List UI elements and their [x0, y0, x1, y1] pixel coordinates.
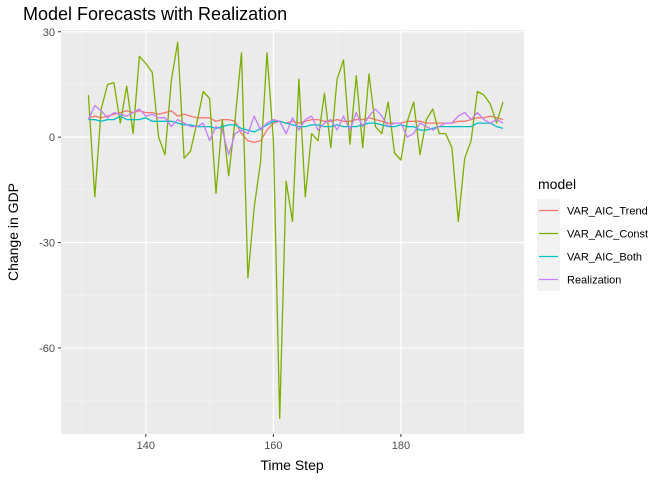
y-axis-title: Change in GDP [5, 183, 21, 281]
y-tick-label: -60 [39, 343, 55, 355]
legend-title: model [538, 176, 576, 192]
legend: VAR_AIC_Trend VAR_AIC_Const VAR_AIC_Both Re… [537, 199, 648, 291]
legend-label-var-aic-both: VAR_AIC_Both [567, 252, 642, 264]
legend-label-var-aic-trend: VAR_AIC_Trend [567, 206, 648, 218]
series-line-var-aic-both [88, 115, 504, 133]
chart-title: Model Forecasts with Realization [23, 4, 287, 24]
x-tick-label: 160 [264, 440, 282, 452]
legend-label-realization: Realization [567, 275, 621, 287]
series-line-var-aic-trend [88, 110, 504, 144]
y-tick-label: 30 [43, 27, 55, 39]
y-tick-label: -30 [39, 238, 55, 250]
x-tick-label: 140 [137, 440, 155, 452]
series-lines [87, 41, 504, 419]
series-line-var-aic-const [87, 41, 504, 419]
x-axis-title: Time Step [260, 457, 323, 473]
y-tick-label: 0 [49, 132, 55, 144]
axis-ticks: 140 160 180 30 0 -30 -60 [39, 27, 410, 452]
plot-panel [61, 30, 524, 434]
series-line-realization [87, 104, 504, 156]
legend-label-var-aic-const: VAR_AIC_Const [567, 229, 648, 241]
minor-gridlines [61, 30, 524, 434]
x-tick-label: 180 [392, 440, 410, 452]
